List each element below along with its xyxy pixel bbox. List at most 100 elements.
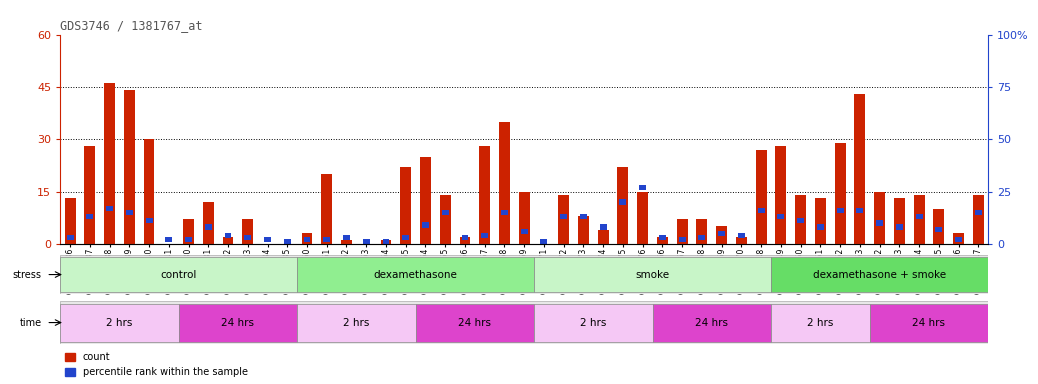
Bar — [145, 218, 153, 223]
Bar — [659, 235, 665, 240]
Text: GDS3746 / 1381767_at: GDS3746 / 1381767_at — [60, 19, 202, 32]
Bar — [297, 303, 415, 342]
Bar — [383, 239, 389, 244]
Bar — [422, 222, 429, 228]
Bar — [204, 225, 212, 230]
Bar — [143, 139, 155, 244]
Bar — [896, 225, 903, 230]
Bar — [894, 199, 905, 244]
Bar — [440, 195, 450, 244]
Bar — [442, 210, 448, 215]
Bar — [104, 83, 115, 244]
Bar — [876, 220, 883, 225]
Bar — [381, 240, 391, 244]
Bar — [637, 192, 648, 244]
Bar — [738, 233, 745, 238]
Bar — [179, 303, 297, 342]
Bar — [657, 237, 667, 244]
Text: 24 hrs: 24 hrs — [221, 318, 254, 328]
Text: dexamethasone + smoke: dexamethasone + smoke — [813, 270, 947, 280]
Bar — [856, 208, 864, 213]
Legend: count, percentile rank within the sample: count, percentile rank within the sample — [65, 353, 248, 377]
Bar — [775, 146, 787, 244]
Bar — [679, 237, 685, 242]
Bar — [521, 228, 527, 234]
Text: dexamethasone: dexamethasone — [374, 270, 458, 280]
Bar — [202, 202, 214, 244]
Bar — [460, 237, 470, 244]
Bar — [499, 122, 510, 244]
Bar — [420, 157, 431, 244]
Bar — [913, 195, 925, 244]
Bar — [242, 219, 253, 244]
Bar — [124, 90, 135, 244]
Text: 2 hrs: 2 hrs — [344, 318, 370, 328]
Bar — [363, 239, 370, 244]
Bar — [598, 230, 608, 244]
Bar — [222, 237, 234, 244]
Bar — [535, 257, 771, 292]
Bar — [817, 225, 824, 230]
Bar — [535, 303, 653, 342]
Bar — [86, 214, 93, 219]
Bar — [558, 195, 569, 244]
Bar — [165, 237, 172, 242]
Bar — [106, 206, 113, 211]
Bar — [718, 231, 726, 236]
Bar — [935, 227, 943, 232]
Bar — [519, 192, 529, 244]
Bar — [283, 239, 291, 244]
Bar — [837, 208, 844, 213]
Text: 24 hrs: 24 hrs — [695, 318, 729, 328]
Bar — [677, 219, 687, 244]
Bar — [501, 210, 508, 215]
Bar — [415, 303, 535, 342]
Bar — [973, 195, 984, 244]
Bar — [561, 214, 567, 219]
Text: control: control — [161, 270, 197, 280]
Bar — [933, 209, 945, 244]
Bar — [126, 210, 133, 215]
Text: 2 hrs: 2 hrs — [106, 318, 133, 328]
Bar — [60, 257, 297, 292]
Bar — [224, 233, 231, 238]
Bar — [264, 237, 271, 242]
Bar — [639, 185, 646, 190]
Bar — [580, 214, 586, 219]
Bar — [600, 225, 606, 230]
Bar — [758, 208, 765, 213]
Text: 2 hrs: 2 hrs — [580, 318, 606, 328]
Bar — [756, 150, 766, 244]
Bar — [60, 303, 179, 342]
Text: 2 hrs: 2 hrs — [808, 318, 834, 328]
Bar — [620, 199, 626, 205]
Bar — [323, 237, 330, 242]
Bar — [482, 233, 488, 238]
Text: 24 hrs: 24 hrs — [459, 318, 491, 328]
Bar — [777, 214, 785, 219]
Bar — [870, 303, 988, 342]
Text: 24 hrs: 24 hrs — [912, 318, 946, 328]
Bar — [66, 235, 74, 240]
Bar — [244, 235, 251, 240]
Bar — [64, 199, 76, 244]
Bar — [955, 237, 962, 242]
Bar — [342, 240, 352, 244]
Text: smoke: smoke — [635, 270, 670, 280]
Bar — [84, 146, 95, 244]
Bar — [322, 174, 332, 244]
Bar — [297, 257, 535, 292]
Text: time: time — [20, 318, 42, 328]
Bar — [653, 303, 771, 342]
Bar — [343, 235, 350, 240]
Bar — [835, 143, 846, 244]
Bar — [874, 192, 885, 244]
Bar — [854, 94, 866, 244]
Bar — [183, 219, 194, 244]
Bar — [916, 214, 923, 219]
Bar — [795, 195, 807, 244]
Bar — [185, 237, 192, 242]
Bar — [699, 235, 706, 240]
Bar — [771, 257, 988, 292]
Bar — [403, 235, 409, 240]
